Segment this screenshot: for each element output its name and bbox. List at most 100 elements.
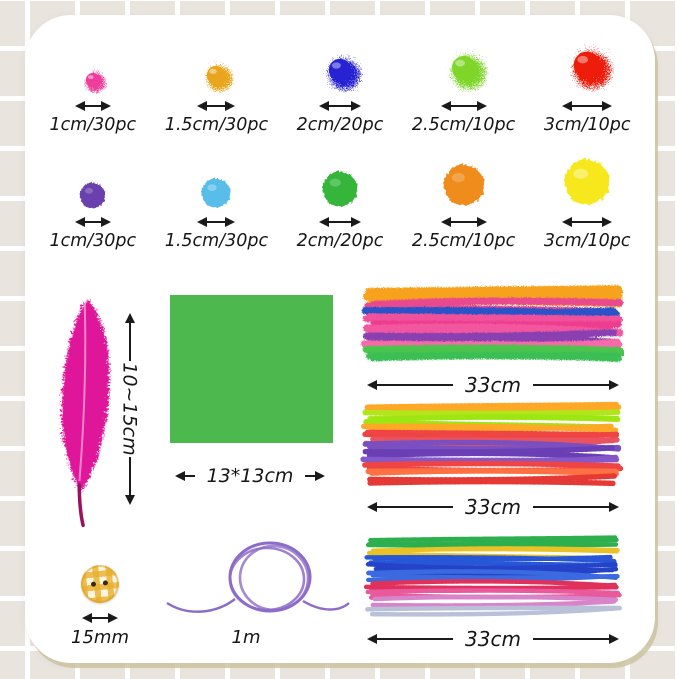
- arrowhead-left: [74, 101, 85, 111]
- pipe-cleaner-bundle-tinsel: [363, 535, 622, 617]
- size-arrow: [197, 217, 236, 227]
- pompom-size-label: 3cm/10pc: [543, 231, 631, 251]
- pompom-item: 3cm/10pc: [525, 145, 649, 251]
- arrowhead-left: [367, 502, 377, 512]
- gingham-button: [79, 563, 121, 605]
- arrow-line: [328, 221, 351, 223]
- pompom-item: 2cm/20pc: [278, 145, 402, 251]
- size-arrow: [318, 217, 361, 227]
- arrowhead-left: [197, 217, 208, 227]
- arrowhead-left: [82, 613, 92, 623]
- arrowhead-left: [318, 101, 329, 111]
- arrow-line: [129, 323, 131, 361]
- arrow-line: [92, 617, 108, 619]
- button-size-label: 15mm: [71, 627, 129, 648]
- arrowhead-down: [125, 495, 135, 505]
- pompom-item: 2.5cm/10pc: [402, 145, 526, 251]
- size-arrow: [74, 217, 111, 227]
- pompom-size-label: 1cm/30pc: [49, 115, 137, 135]
- plain-pompom-row: 1cm/30pc 1.5cm/30pc 2cm/20pc 2.5cm/: [31, 145, 649, 251]
- paper-square: [170, 295, 333, 443]
- arrowhead-left: [197, 101, 208, 111]
- bundle-length-arrow: 33cm: [367, 373, 619, 397]
- pompom-lightblue: [201, 178, 232, 208]
- arrowhead-left: [562, 101, 573, 111]
- pipe-cleaner-bundle-striped: [360, 401, 624, 487]
- pompom-size-label: 1cm/30pc: [49, 231, 137, 251]
- size-arrow: [440, 217, 487, 227]
- feather-length-label: 10~15cm: [119, 362, 142, 456]
- arrow-line: [305, 475, 315, 477]
- arrowhead-left: [318, 217, 329, 227]
- arrow-line: [450, 221, 477, 223]
- size-arrow: [318, 101, 361, 111]
- arrowhead-right: [609, 634, 619, 644]
- pompom-size-label: 2.5cm/10pc: [411, 231, 516, 251]
- pompom-item: 2.5cm/10pc: [402, 23, 526, 135]
- arrow-line: [185, 475, 195, 477]
- button-size-arrow: [82, 613, 118, 623]
- arrowhead-right: [350, 101, 361, 111]
- arrowhead-right: [225, 101, 236, 111]
- pompom-size-label: 2cm/20pc: [296, 115, 384, 135]
- cord-length-label: 1m: [231, 627, 261, 648]
- pompom-item: 1cm/30pc: [31, 145, 155, 251]
- size-arrow: [440, 101, 487, 111]
- feather-quill: [77, 483, 85, 528]
- arrow-line: [84, 221, 101, 223]
- size-arrow: [562, 101, 613, 111]
- pompom-green: [322, 171, 358, 207]
- pompom-item: 1.5cm/30pc: [155, 23, 279, 135]
- arrowhead-left: [74, 217, 85, 227]
- arrow-line: [377, 384, 454, 386]
- bundle-length-label: 33cm: [465, 495, 521, 519]
- cord-coil: [166, 541, 350, 613]
- arrowhead-right: [476, 217, 487, 227]
- bundle-length-label: 33cm: [465, 373, 521, 397]
- size-arrow: [197, 101, 236, 111]
- glitter-pompom-row: 1cm/30pc 1.5cm/30pc 2cm/20pc: [31, 23, 649, 135]
- arrowhead-left: [175, 471, 185, 481]
- feather: [37, 291, 123, 534]
- arrowhead-right: [602, 217, 613, 227]
- arrow-line: [207, 105, 226, 107]
- arrow-line: [84, 105, 101, 107]
- glitter-pompom-red: [569, 47, 605, 83]
- arrow-line: [207, 221, 226, 223]
- arrow-line: [450, 105, 477, 107]
- paper-size-arrow: 13*13cm: [175, 465, 325, 487]
- arrowhead-left: [367, 634, 377, 644]
- pompom-item: 1cm/30pc: [31, 23, 155, 135]
- paper-size-label: 13*13cm: [206, 465, 294, 487]
- pompom-size-label: 1.5cm/30pc: [164, 115, 269, 135]
- arrow-line: [532, 384, 609, 386]
- arrowhead-left: [367, 380, 377, 390]
- arrowhead-right: [100, 101, 111, 111]
- feather-length-arrow: 10~15cm: [117, 313, 143, 505]
- arrow-line: [377, 506, 454, 508]
- arrowhead-left: [562, 217, 573, 227]
- pompom-item: 3cm/10pc: [525, 23, 649, 135]
- arrow-line: [328, 105, 351, 107]
- arrowhead-right: [108, 613, 118, 623]
- size-arrow: [74, 101, 111, 111]
- pompom-yellow: [564, 159, 610, 205]
- button-hole: [90, 581, 97, 587]
- pompom-size-label: 2.5cm/10pc: [411, 115, 516, 135]
- arrow-line: [572, 105, 603, 107]
- arrow-line: [572, 221, 603, 223]
- arrow-line: [532, 638, 609, 640]
- glitter-pompom-pink: [83, 70, 103, 90]
- pompom-size-label: 2cm/20pc: [296, 231, 384, 251]
- arrow-line: [129, 457, 131, 495]
- button-hole: [102, 580, 109, 586]
- bundle-length-arrow: 33cm: [367, 495, 619, 519]
- pompom-orange: [443, 164, 485, 206]
- arrowhead-up: [125, 313, 135, 323]
- pipe-cleaner-bundle-chenille: [360, 284, 624, 361]
- arrowhead-right: [350, 217, 361, 227]
- arrowhead-right: [315, 471, 325, 481]
- size-arrow: [562, 217, 613, 227]
- arrowhead-left: [440, 101, 451, 111]
